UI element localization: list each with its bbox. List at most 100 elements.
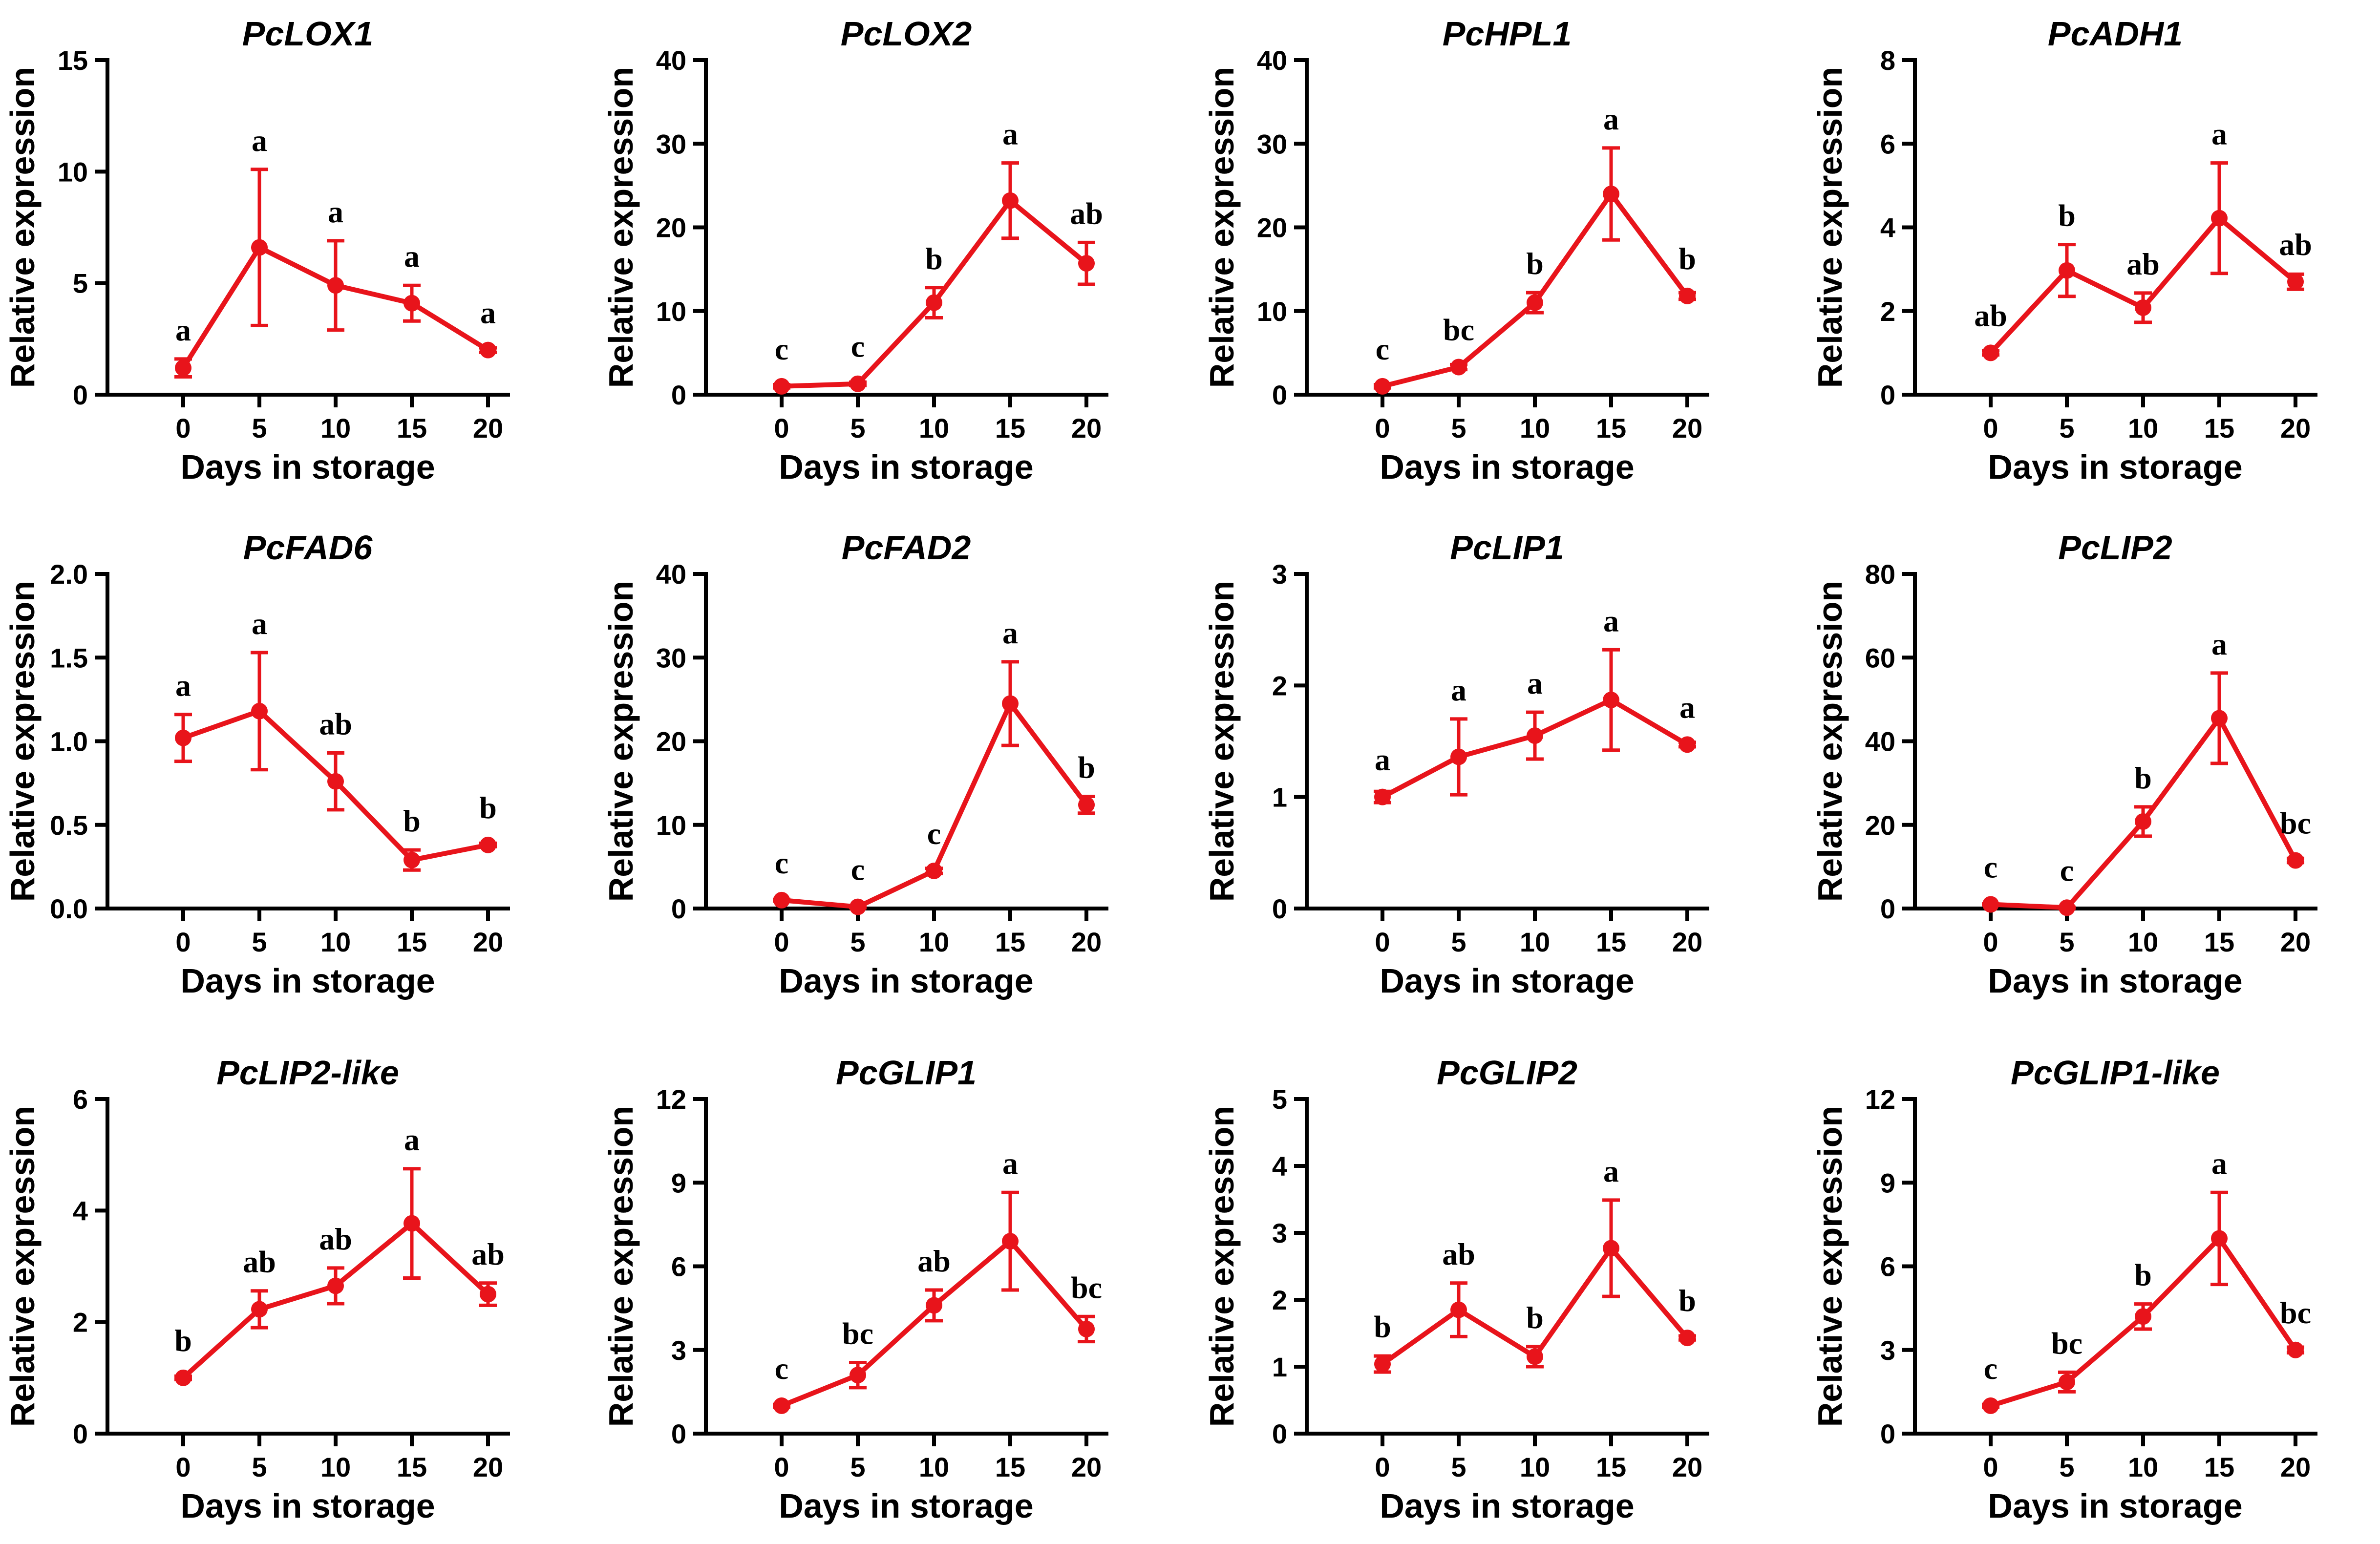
significance-letter: a <box>1603 102 1619 136</box>
data-point <box>2135 1308 2151 1325</box>
data-point <box>480 836 496 853</box>
significance-letter: bc <box>2280 1295 2311 1330</box>
y-tick-label: 80 <box>1865 559 1895 590</box>
data-point <box>175 729 191 746</box>
significance-letter: b <box>479 790 497 825</box>
chart-panel-3: PcHPL1 0 10 20 30 40 0 5 10 15 20 Days in storage Re… <box>1203 15 1709 486</box>
data-point <box>1450 359 1467 376</box>
significance-letter: b <box>2134 761 2152 795</box>
x-axis-label: Days in storage <box>180 448 435 486</box>
y-tick-label: 3 <box>1272 559 1287 590</box>
x-tick-label: 10 <box>320 413 351 444</box>
significance-letter: ab <box>243 1245 276 1279</box>
y-axis-label: Relative expression <box>602 67 640 388</box>
data-point <box>926 1297 942 1314</box>
significance-letter: ab <box>2279 227 2312 262</box>
data-point <box>1982 344 1999 361</box>
significance-letter: a <box>252 606 267 641</box>
significance-letter: a <box>1527 666 1543 700</box>
significance-letter: b <box>174 1323 192 1358</box>
y-axis-label: Relative expression <box>3 67 42 388</box>
data-point <box>1002 695 1019 712</box>
x-tick-label: 15 <box>1596 927 1626 957</box>
y-tick-label: 12 <box>656 1084 686 1115</box>
data-point <box>175 360 191 377</box>
x-tick-label: 15 <box>995 1452 1025 1482</box>
significance-letter: ab <box>319 1222 352 1256</box>
x-tick-label: 5 <box>850 927 865 957</box>
y-tick-label: 10 <box>656 296 686 327</box>
y-tick-label: 10 <box>656 810 686 841</box>
x-tick-label: 0 <box>175 1452 191 1482</box>
data-point <box>251 702 268 719</box>
x-tick-label: 10 <box>2128 1452 2158 1482</box>
data-point <box>1982 896 1999 913</box>
significance-letter: bc <box>2280 806 2311 841</box>
significance-letter: b <box>2058 198 2076 233</box>
significance-letter: c <box>2060 853 2074 888</box>
significance-letter: c <box>851 852 865 887</box>
data-point <box>773 378 790 395</box>
x-tick-label: 5 <box>1451 927 1466 957</box>
y-tick-label: 0 <box>1880 1418 1895 1449</box>
significance-letter: ab <box>1070 196 1103 231</box>
data-point <box>480 341 496 359</box>
data-point <box>850 898 866 915</box>
data-point <box>1603 186 1619 202</box>
x-tick-label: 5 <box>252 1452 267 1482</box>
y-tick-label: 4 <box>1272 1151 1287 1182</box>
y-tick-label: 30 <box>1257 128 1287 159</box>
significance-letter: a <box>1679 690 1695 724</box>
y-tick-label: 20 <box>1865 810 1895 841</box>
data-point <box>175 1369 191 1386</box>
data-point <box>327 1277 344 1294</box>
significance-letter: a <box>1002 117 1018 151</box>
y-tick-label: 0 <box>671 893 686 924</box>
data-point <box>2287 273 2304 290</box>
y-tick-label: 4 <box>1880 212 1895 243</box>
x-tick-label: 20 <box>1071 927 1102 957</box>
y-tick-label: 9 <box>671 1167 686 1198</box>
y-tick-label: 0 <box>1272 1418 1287 1449</box>
x-tick-label: 20 <box>1071 413 1102 444</box>
y-tick-label: 4 <box>73 1195 88 1226</box>
significance-letter: a <box>2211 1146 2227 1181</box>
x-axis-label: Days in storage <box>1988 1487 2242 1525</box>
y-tick-label: 0 <box>671 380 686 410</box>
significance-letter: a <box>175 668 191 703</box>
data-point <box>2211 710 2228 727</box>
significance-letter: b <box>1679 1283 1696 1318</box>
y-tick-label: 20 <box>1257 212 1287 243</box>
significance-letter: bc <box>1071 1270 1102 1305</box>
data-point <box>1374 788 1391 805</box>
significance-letter: a <box>404 239 420 274</box>
significance-letter: bc <box>2051 1326 2082 1360</box>
x-tick-label: 5 <box>2059 927 2074 957</box>
x-tick-label: 10 <box>320 927 351 957</box>
y-tick-label: 40 <box>656 559 686 590</box>
significance-letter: a <box>1603 1154 1619 1188</box>
chart-title: PcGLIP1-like <box>2011 1054 2220 1092</box>
x-tick-label: 5 <box>2059 413 2074 444</box>
data-point <box>2287 1341 2304 1358</box>
x-tick-label: 10 <box>1520 927 1550 957</box>
y-tick-label: 15 <box>58 45 88 76</box>
data-point <box>251 1301 268 1318</box>
data-point <box>2059 1374 2075 1391</box>
x-tick-label: 20 <box>473 927 503 957</box>
chart-panel-5: PcFAD6 0.0 0.5 1.0 1.5 2.0 0 5 10 15 20 Days in sto… <box>3 529 510 1000</box>
y-tick-label: 1.5 <box>50 642 88 673</box>
y-axis-label: Relative expression <box>1203 1106 1241 1427</box>
significance-letter: c <box>1984 849 1998 884</box>
data-point <box>2135 813 2151 830</box>
y-tick-label: 3 <box>671 1335 686 1366</box>
x-tick-label: 5 <box>252 927 267 957</box>
x-tick-label: 15 <box>397 1452 427 1482</box>
significance-letter: a <box>1603 603 1619 638</box>
significance-letter: ab <box>471 1237 505 1271</box>
x-tick-label: 5 <box>2059 1452 2074 1482</box>
x-tick-label: 10 <box>1520 1452 1550 1482</box>
data-point <box>2211 1230 2228 1247</box>
x-tick-label: 10 <box>919 1452 949 1482</box>
y-tick-label: 8 <box>1880 45 1895 76</box>
